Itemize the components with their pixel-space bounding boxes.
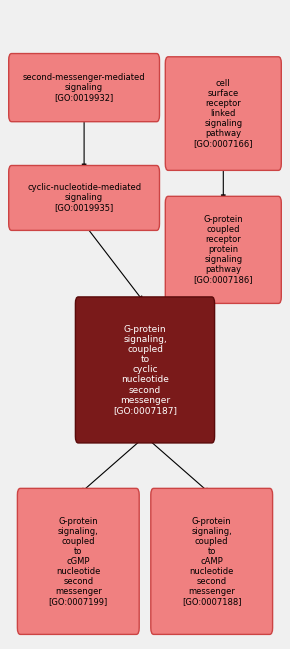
FancyBboxPatch shape [9, 165, 160, 230]
FancyBboxPatch shape [9, 54, 160, 122]
FancyBboxPatch shape [75, 297, 215, 443]
Text: G-protein
signaling,
coupled
to
cAMP
nucleotide
second
messenger
[GO:0007188]: G-protein signaling, coupled to cAMP nuc… [182, 517, 242, 606]
Text: G-protein
signaling,
coupled
to
cyclic
nucleotide
second
messenger
[GO:0007187]: G-protein signaling, coupled to cyclic n… [113, 325, 177, 415]
Text: G-protein
coupled
receptor
protein
signaling
pathway
[GO:0007186]: G-protein coupled receptor protein signa… [193, 215, 253, 284]
FancyBboxPatch shape [151, 488, 273, 635]
Text: second-messenger-mediated
signaling
[GO:0019932]: second-messenger-mediated signaling [GO:… [23, 73, 145, 102]
Text: cyclic-nucleotide-mediated
signaling
[GO:0019935]: cyclic-nucleotide-mediated signaling [GO… [27, 184, 141, 212]
FancyBboxPatch shape [165, 196, 281, 304]
FancyBboxPatch shape [17, 488, 139, 635]
FancyBboxPatch shape [165, 57, 281, 171]
Text: cell
surface
receptor
linked
signaling
pathway
[GO:0007166]: cell surface receptor linked signaling p… [193, 79, 253, 148]
Text: G-protein
signaling,
coupled
to
cGMP
nucleotide
second
messenger
[GO:0007199]: G-protein signaling, coupled to cGMP nuc… [49, 517, 108, 606]
